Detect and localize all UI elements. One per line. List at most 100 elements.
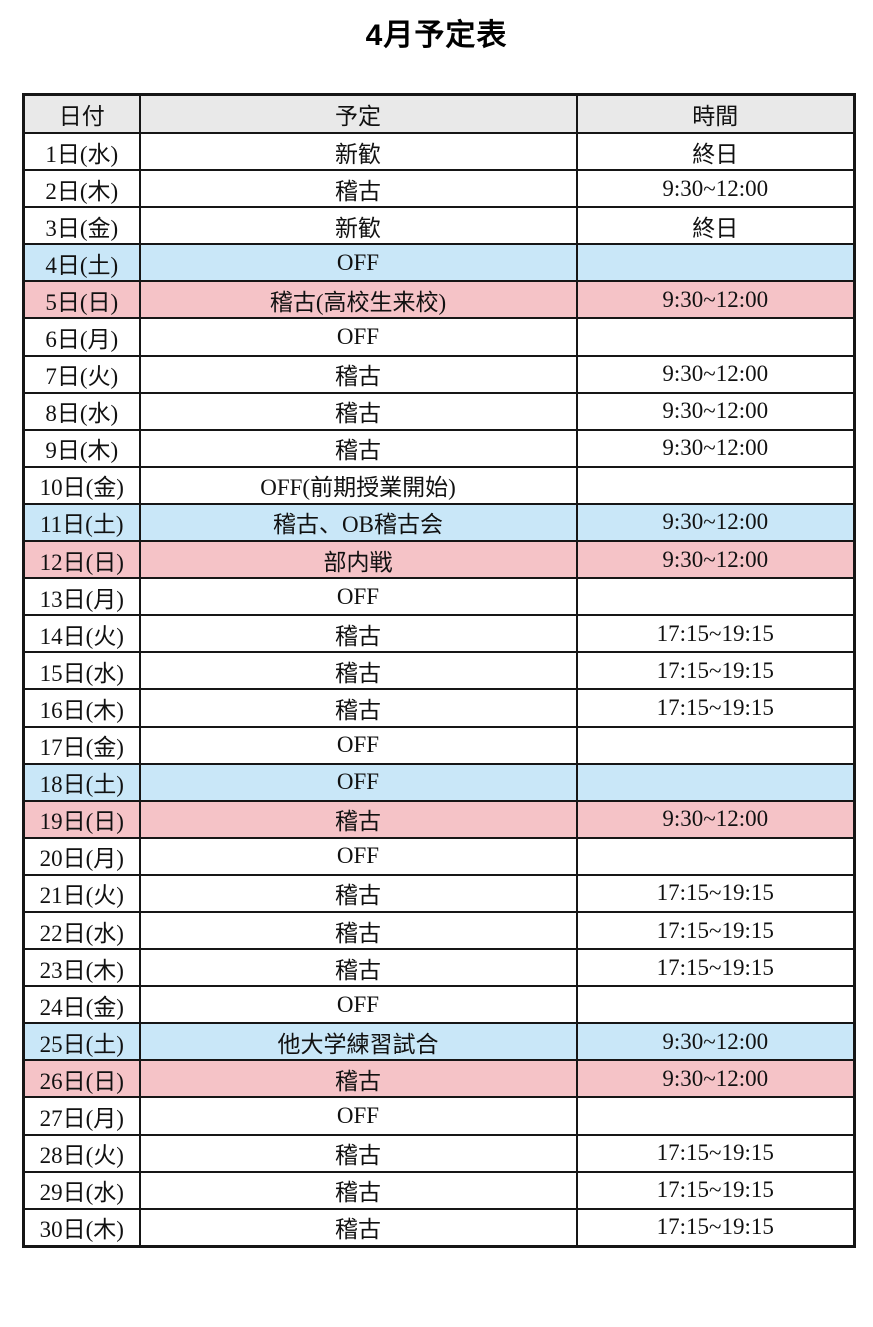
time-cell: 9:30~12:00	[575, 502, 856, 543]
time-cell	[575, 836, 856, 876]
plan-cell: 稽古	[138, 799, 578, 839]
table-row: 16日(木) 稽古 17:15~19:15	[22, 688, 856, 728]
date-cell: 23日(木)	[22, 948, 141, 988]
plan-cell: 稽古	[138, 354, 578, 394]
header-plan: 予定	[138, 93, 578, 134]
plan-cell: 稽古	[138, 910, 578, 951]
table-row: 28日(火) 稽古 17:15~19:15	[22, 1133, 856, 1173]
time-cell: 17:15~19:15	[575, 1133, 856, 1173]
plan-cell: 新歓	[138, 131, 578, 172]
date-cell: 10日(金)	[22, 465, 141, 505]
time-cell	[575, 317, 856, 357]
plan-cell: OFF	[138, 836, 578, 876]
date-cell: 28日(火)	[22, 1133, 141, 1173]
plan-cell: 稽古	[138, 169, 578, 209]
plan-cell: 稽古	[138, 614, 578, 654]
time-cell	[575, 985, 856, 1025]
plan-cell: 稽古	[138, 873, 578, 913]
table-row: 21日(火) 稽古 17:15~19:15	[22, 873, 856, 913]
date-cell: 17日(金)	[22, 725, 141, 765]
date-cell: 29日(水)	[22, 1170, 141, 1210]
date-cell: 18日(土)	[22, 762, 141, 802]
time-cell: 17:15~19:15	[575, 614, 856, 654]
date-cell: 1日(水)	[22, 131, 141, 172]
table-row: 7日(火) 稽古 9:30~12:00	[22, 354, 856, 394]
table-row: 27日(月) OFF	[22, 1096, 856, 1136]
date-cell: 6日(月)	[22, 317, 141, 357]
date-cell: 19日(日)	[22, 799, 141, 839]
plan-cell: 稽古	[138, 1207, 578, 1248]
table-row: 3日(金) 新歓 終日	[22, 206, 856, 246]
table-row: 2日(木) 稽古 9:30~12:00	[22, 169, 856, 209]
time-cell: 17:15~19:15	[575, 873, 856, 913]
date-cell: 12日(日)	[22, 540, 141, 580]
table-row: 26日(日) 稽古 9:30~12:00	[22, 1059, 856, 1099]
plan-cell: 稽古	[138, 688, 578, 728]
plan-cell: OFF	[138, 243, 578, 283]
time-cell: 9:30~12:00	[575, 354, 856, 394]
date-cell: 24日(金)	[22, 985, 141, 1025]
time-cell: 終日	[575, 131, 856, 172]
plan-cell: OFF	[138, 725, 578, 765]
time-cell: 17:15~19:15	[575, 651, 856, 691]
plan-cell: OFF	[138, 985, 578, 1025]
plan-cell: 稽古、OB稽古会	[138, 502, 578, 543]
date-cell: 5日(日)	[22, 280, 141, 320]
time-cell	[575, 465, 856, 505]
time-cell: 9:30~12:00	[575, 391, 856, 431]
time-cell: 9:30~12:00	[575, 428, 856, 468]
time-cell: 17:15~19:15	[575, 948, 856, 988]
plan-cell: OFF	[138, 762, 578, 802]
header-date: 日付	[22, 93, 141, 134]
table-row: 22日(水) 稽古 17:15~19:15	[22, 910, 856, 951]
time-cell: 17:15~19:15	[575, 1170, 856, 1210]
time-cell	[575, 577, 856, 617]
time-cell	[575, 725, 856, 765]
date-cell: 14日(火)	[22, 614, 141, 654]
date-cell: 21日(火)	[22, 873, 141, 913]
table-row: 19日(日) 稽古 9:30~12:00	[22, 799, 856, 839]
date-cell: 3日(金)	[22, 206, 141, 246]
table-row: 13日(月) OFF	[22, 577, 856, 617]
time-cell: 17:15~19:15	[575, 1207, 856, 1248]
date-cell: 7日(火)	[22, 354, 141, 394]
date-cell: 8日(水)	[22, 391, 141, 431]
table-row: 30日(木) 稽古 17:15~19:15	[22, 1207, 856, 1248]
table-row: 10日(金) OFF(前期授業開始)	[22, 465, 856, 505]
plan-cell: 稽古	[138, 651, 578, 691]
table-row: 29日(水) 稽古 17:15~19:15	[22, 1170, 856, 1210]
table-row: 25日(土) 他大学練習試合 9:30~12:00	[22, 1022, 856, 1062]
time-cell: 17:15~19:15	[575, 688, 856, 728]
page-title: 4月予定表	[365, 19, 508, 52]
table-row: 12日(日) 部内戦 9:30~12:00	[22, 540, 856, 580]
plan-cell: 部内戦	[138, 540, 578, 580]
date-cell: 16日(木)	[22, 688, 141, 728]
time-cell: 9:30~12:00	[575, 1022, 856, 1062]
time-cell: 9:30~12:00	[575, 540, 856, 580]
date-cell: 25日(土)	[22, 1022, 141, 1062]
date-cell: 4日(土)	[22, 243, 141, 283]
plan-cell: 新歓	[138, 206, 578, 246]
table-row: 17日(金) OFF	[22, 725, 856, 765]
time-cell: 9:30~12:00	[575, 169, 856, 209]
time-cell: 9:30~12:00	[575, 799, 856, 839]
plan-cell: OFF	[138, 317, 578, 357]
date-cell: 22日(水)	[22, 910, 141, 951]
date-cell: 27日(月)	[22, 1096, 141, 1136]
table-row: 15日(水) 稽古 17:15~19:15	[22, 651, 856, 691]
date-cell: 9日(木)	[22, 428, 141, 468]
header-time: 時間	[575, 93, 856, 134]
plan-cell: 稽古	[138, 391, 578, 431]
table-row: 11日(土) 稽古、OB稽古会 9:30~12:00	[22, 502, 856, 543]
time-cell: 9:30~12:00	[575, 1059, 856, 1099]
date-cell: 26日(日)	[22, 1059, 141, 1099]
time-cell	[575, 762, 856, 802]
time-cell: 17:15~19:15	[575, 910, 856, 951]
date-cell: 2日(木)	[22, 169, 141, 209]
table-row: 6日(月) OFF	[22, 317, 856, 357]
table-row: 18日(土) OFF	[22, 762, 856, 802]
plan-cell: OFF(前期授業開始)	[138, 465, 578, 505]
table-row: 4日(土) OFF	[22, 243, 856, 283]
date-cell: 20日(月)	[22, 836, 141, 876]
